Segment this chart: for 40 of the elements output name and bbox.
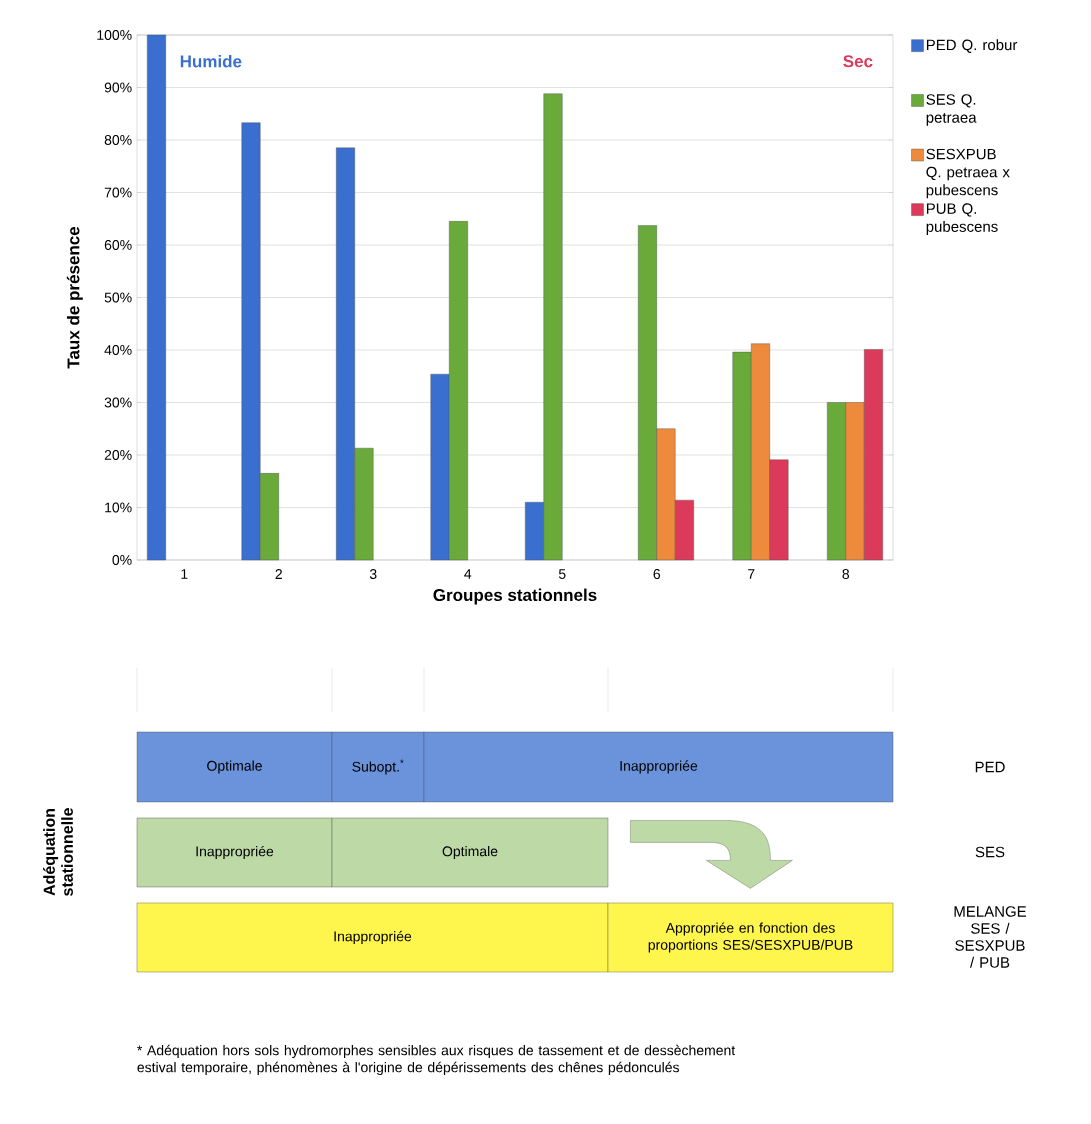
- legend-label: PUB Q. pubescens: [926, 203, 998, 235]
- text: * Adéquation hors sols hydromorphes sensibles aux risques de tassement et de dessèchement estival temporaire, phénomènes à l'origine de dépérissements des chênes pédonculés: [137, 1044, 736, 1076]
- text: Appropriée en fonction des proportions SES/SESXPUB/PUB: [648, 922, 853, 953]
- y-tick-label: 30%: [104, 397, 132, 408]
- y-tick-label: 50%: [104, 292, 132, 303]
- text: Inappropriée: [620, 760, 698, 774]
- text: Optimale: [207, 760, 262, 774]
- y-tick-label: 80%: [104, 135, 132, 145]
- x-tick-label: 4: [464, 569, 472, 579]
- legend-label: SES Q. petraea: [926, 94, 977, 126]
- x-tick-label: 5: [558, 569, 566, 579]
- x-tick-label: 8: [842, 569, 850, 580]
- text: Inappropriée: [196, 845, 274, 860]
- y-tick-label: 100%: [97, 30, 132, 40]
- y-tick-label: 0%: [112, 555, 132, 565]
- y-tick-label: 90%: [104, 82, 132, 93]
- bar: [147, 34, 166, 561]
- text: SES: [975, 846, 1005, 858]
- text: PED: [975, 761, 1005, 773]
- x-tick-label: 6: [653, 569, 661, 580]
- text: Subopt.$^{*}$: [352, 759, 404, 775]
- x-tick-label: 1: [181, 569, 188, 579]
- legend-label: PED Q. robur: [926, 39, 1018, 53]
- y-tick-label: 70%: [104, 187, 132, 198]
- x-tick-label: 3: [369, 569, 377, 580]
- y-tick-label: 60%: [104, 240, 132, 250]
- text: Adéquation stationnelle: [43, 808, 73, 896]
- y-tick-label: 10%: [105, 502, 132, 513]
- legend-label: SESXPUB Q. petraea x pubescens: [926, 148, 1010, 199]
- annotation: Sec: [843, 55, 873, 68]
- text: MELANGE SES / SESXPUB / PUB: [954, 906, 1027, 968]
- text: Inappropriée: [334, 930, 412, 945]
- x-tick-label: 7: [748, 569, 755, 579]
- y-axis-title: Taux de présence: [66, 226, 83, 369]
- x-axis-title: Groupes stationnels: [433, 588, 597, 605]
- x-tick-label: 2: [275, 569, 282, 579]
- y-tick-label: 40%: [104, 345, 132, 355]
- text: Optimale: [442, 845, 498, 860]
- annotation: Humide: [180, 55, 242, 68]
- y-tick-label: 20%: [104, 450, 132, 460]
